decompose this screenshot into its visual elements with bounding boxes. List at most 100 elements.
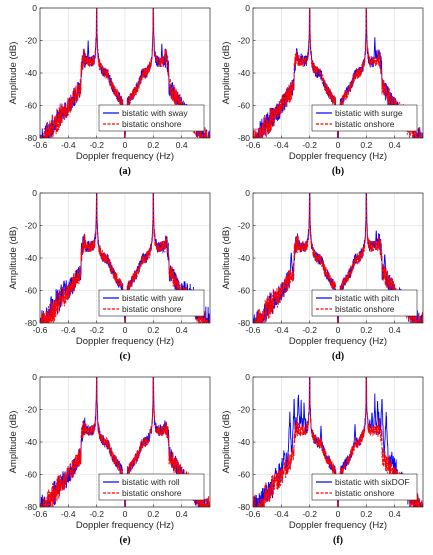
- y-tick-label: -20: [238, 221, 251, 231]
- x-tick-label: -0.2: [302, 509, 317, 519]
- x-tick-label: 0: [336, 509, 341, 519]
- legend-entry: bistatic onshore: [335, 488, 395, 498]
- x-tick-label: -0.6: [33, 509, 48, 519]
- x-axis-label: Doppler frequency (Hz): [76, 336, 174, 347]
- x-tick-label: 0.2: [147, 140, 159, 150]
- x-tick-label: 0.2: [360, 325, 372, 335]
- y-tick-label: -40: [238, 68, 251, 78]
- x-tick-label: 0.4: [176, 509, 188, 519]
- panel-caption: (d): [332, 351, 344, 362]
- y-tick-label: -80: [25, 318, 38, 328]
- x-tick-label: 0.2: [360, 509, 372, 519]
- panel-caption: (b): [332, 166, 344, 177]
- x-tick-label: 0.4: [176, 325, 188, 335]
- x-tick-label: 0.2: [147, 325, 159, 335]
- x-tick-label: 0: [123, 325, 128, 335]
- legend-entry: bistatic onshore: [122, 119, 182, 129]
- y-tick-label: -80: [25, 502, 38, 512]
- x-tick-label: 0: [123, 509, 128, 519]
- y-axis-label: Amplitude (dB): [221, 42, 232, 105]
- y-tick-label: -20: [238, 405, 251, 415]
- chart-panel-roll: -0.6 -0.4 -0.2 0 0.2 0.4-80-60-40-200Doppler …: [8, 372, 211, 546]
- legend-entry: bistatic with pitch: [335, 293, 400, 303]
- y-tick-label: 0: [245, 372, 250, 382]
- legend-entry: bistatic with sway: [122, 108, 188, 118]
- x-tick-label: 0.4: [176, 140, 188, 150]
- legend-entry: bistatic onshore: [335, 119, 395, 129]
- y-tick-label: -40: [25, 68, 38, 78]
- chart-panel-yaw: -0.6 -0.4 -0.2 0 0.2 0.4-80-60-40-200Doppler …: [8, 188, 211, 362]
- legend-entry: bistatic with yaw: [122, 293, 184, 303]
- y-tick-label: -40: [25, 437, 38, 447]
- y-axis-label: Amplitude (dB): [8, 227, 19, 290]
- y-tick-label: -20: [25, 36, 38, 46]
- x-tick-label: -0.2: [89, 509, 104, 519]
- y-tick-label: -40: [238, 437, 251, 447]
- x-tick-label: -0.2: [302, 140, 317, 150]
- x-tick-label: 0.4: [389, 325, 401, 335]
- x-tick-label: 0.4: [389, 509, 401, 519]
- y-tick-label: 0: [32, 3, 37, 13]
- legend-entry: bistatic with surge: [335, 108, 403, 118]
- x-tick-label: -0.4: [274, 140, 289, 150]
- x-axis-label: Doppler frequency (Hz): [76, 520, 174, 531]
- x-tick-label: -0.6: [246, 325, 261, 335]
- chart-panel-sixDOF: -0.6 -0.4 -0.2 0 0.2 0.4-80-60-40-200Doppler …: [221, 372, 424, 546]
- y-tick-label: -60: [25, 101, 38, 111]
- chart-panel-pitch: -0.6 -0.4 -0.2 0 0.2 0.4-80-60-40-200Doppler …: [221, 188, 424, 362]
- x-tick-label: 0.2: [147, 509, 159, 519]
- x-tick-label: -0.4: [274, 325, 289, 335]
- x-tick-label: -0.6: [246, 140, 261, 150]
- x-tick-label: 0: [336, 325, 341, 335]
- legend-box: [311, 289, 418, 317]
- y-tick-label: -40: [25, 253, 38, 263]
- x-axis-label: Doppler frequency (Hz): [289, 336, 387, 347]
- y-tick-label: -20: [238, 36, 251, 46]
- x-tick-label: -0.2: [89, 325, 104, 335]
- legend-box: [311, 104, 418, 132]
- x-tick-label: 0: [123, 140, 128, 150]
- x-axis-label: Doppler frequency (Hz): [289, 151, 387, 162]
- x-tick-label: -0.6: [33, 325, 48, 335]
- x-tick-label: -0.2: [89, 140, 104, 150]
- y-tick-label: -60: [25, 470, 38, 480]
- x-tick-label: -0.6: [246, 509, 261, 519]
- y-tick-label: -40: [238, 253, 251, 263]
- chart-panel-surge: -0.6 -0.4 -0.2 0 0.2 0.4-80-60-40-200Doppler …: [221, 3, 424, 177]
- chart-panel-sway: -0.6 -0.4 -0.2 0 0.2 0.4-80-60-40-200Doppler …: [8, 3, 211, 177]
- x-tick-label: -0.6: [33, 140, 48, 150]
- y-tick-label: -60: [25, 286, 38, 296]
- y-tick-label: -60: [238, 286, 251, 296]
- y-axis-label: Amplitude (dB): [8, 411, 19, 474]
- x-tick-label: -0.4: [61, 325, 76, 335]
- y-axis-label: Amplitude (dB): [221, 227, 232, 290]
- y-tick-label: -80: [25, 133, 38, 143]
- x-axis-label: Doppler frequency (Hz): [289, 520, 387, 531]
- legend-entry: bistatic with roll: [122, 477, 180, 487]
- panel-caption: (c): [119, 351, 130, 362]
- y-axis-label: Amplitude (dB): [221, 411, 232, 474]
- panel-caption: (e): [119, 535, 130, 546]
- x-axis-label: Doppler frequency (Hz): [76, 151, 174, 162]
- legend-entry: bistatic onshore: [335, 304, 395, 314]
- legend-box: [98, 104, 205, 132]
- legend-entry: bistatic onshore: [122, 488, 182, 498]
- y-tick-label: 0: [245, 188, 250, 198]
- x-tick-label: -0.4: [61, 509, 76, 519]
- legend-box: [98, 473, 205, 501]
- legend-entry: bistatic with sixDOF: [335, 477, 410, 487]
- y-tick-label: -60: [238, 470, 251, 480]
- x-tick-label: 0.2: [360, 140, 372, 150]
- panel-caption: (a): [119, 166, 131, 177]
- legend-entry: bistatic onshore: [122, 304, 182, 314]
- x-tick-label: -0.2: [302, 325, 317, 335]
- panel-caption: (f): [333, 535, 343, 546]
- y-tick-label: -60: [238, 101, 251, 111]
